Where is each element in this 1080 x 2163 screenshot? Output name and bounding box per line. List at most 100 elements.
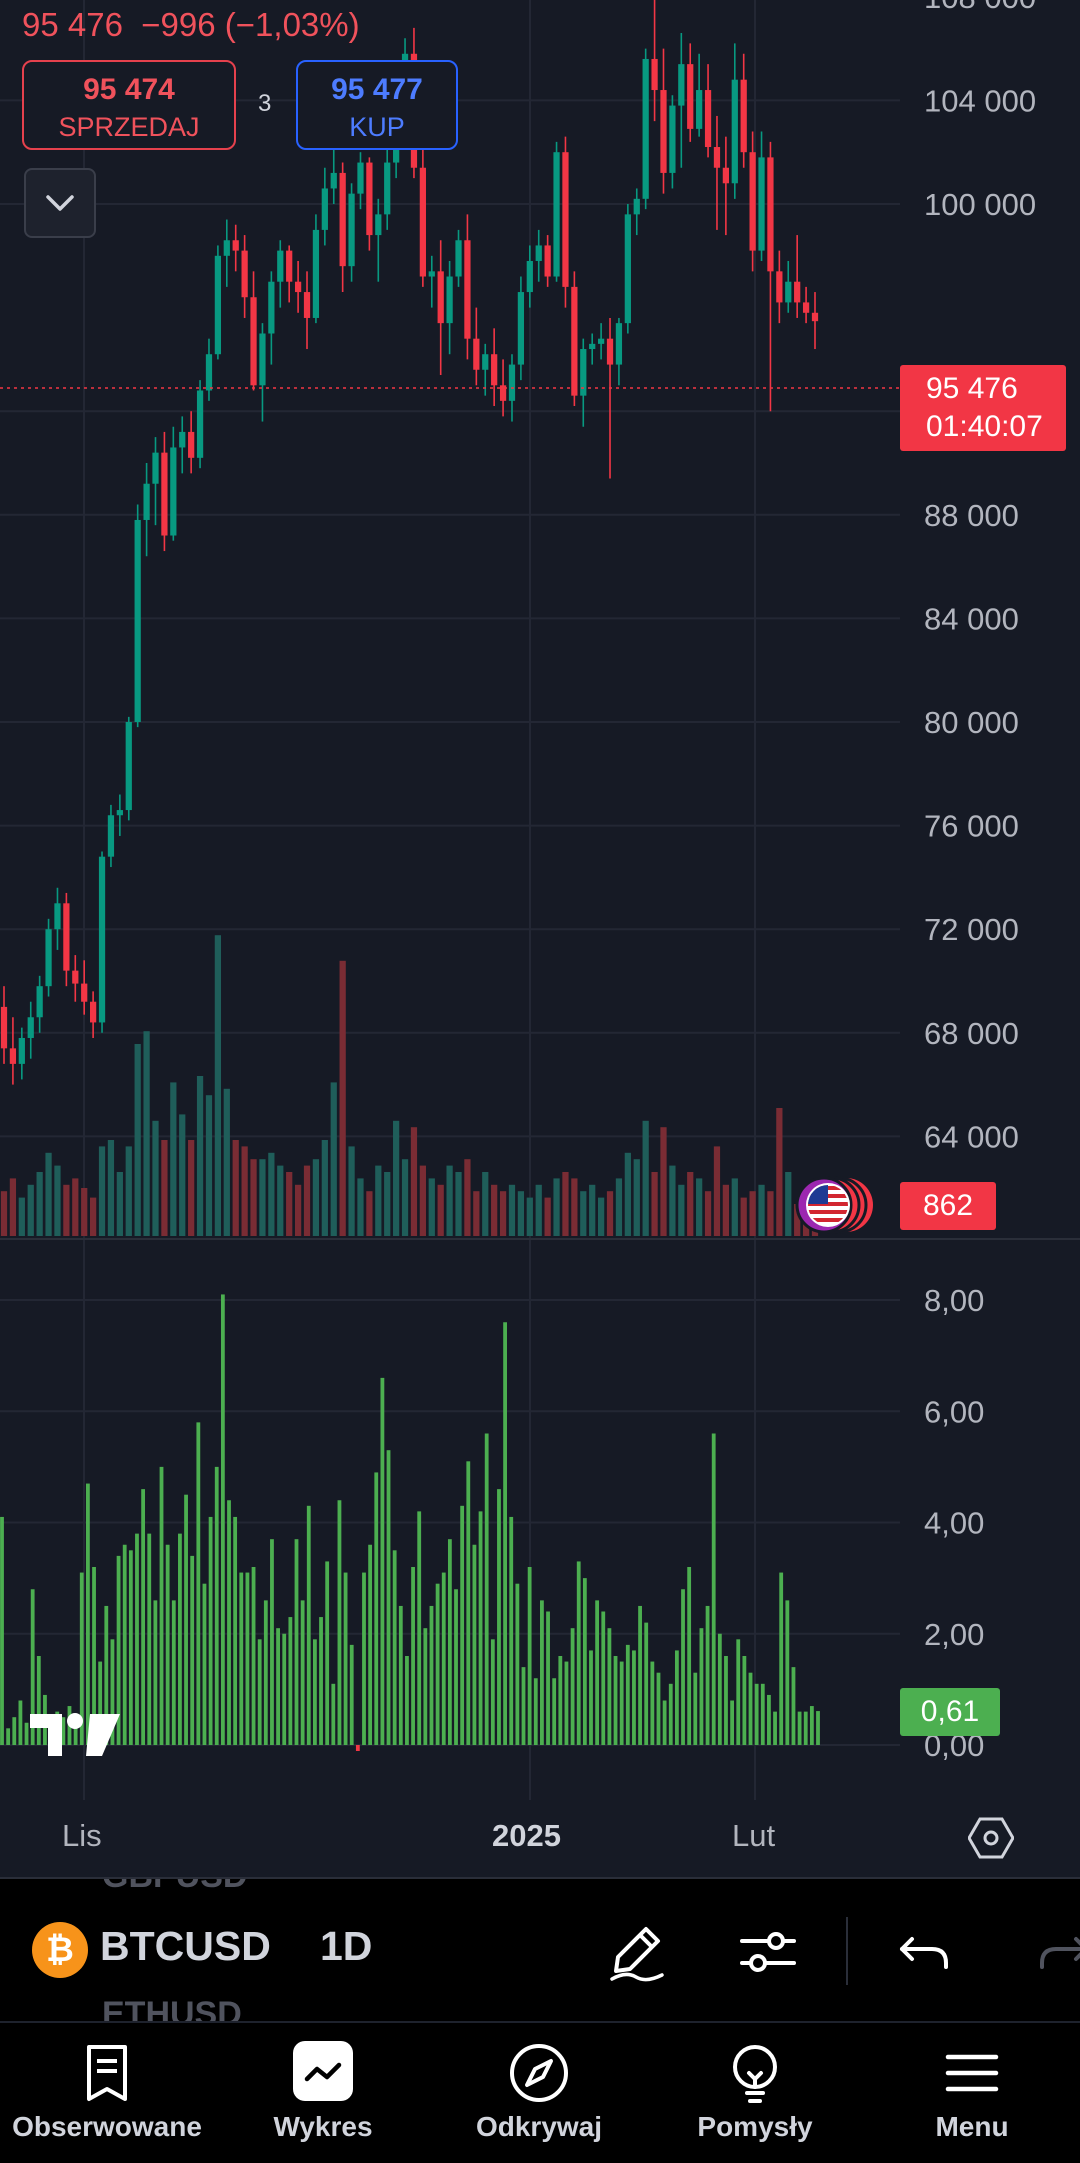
last-price-tag: 95 476 01:40:07 [900, 365, 1066, 451]
nav-watchlist[interactable]: Obserwowane [0, 2023, 214, 2163]
volume-bar [63, 1184, 70, 1236]
indicator-bar [398, 1605, 403, 1745]
indicator-bar [98, 1661, 103, 1745]
indicator-bar [791, 1667, 796, 1745]
indicator-bar [178, 1533, 182, 1745]
buy-button[interactable]: 95 477 KUP [296, 60, 458, 150]
indicator-bar [411, 1567, 415, 1745]
candle-body [45, 929, 52, 987]
indicator-bar [625, 1644, 630, 1745]
candle-body [294, 281, 302, 293]
price-grid [0, 0, 900, 1240]
redo-icon[interactable] [1030, 1919, 1080, 1983]
candle-body [90, 1001, 97, 1023]
time-label-year: 2025 [492, 1818, 561, 1853]
indicator-bar [785, 1600, 790, 1745]
symbol-list-next[interactable]: ETHUSD [102, 1995, 242, 2021]
indicator-bar [454, 1589, 458, 1745]
volume-bar [651, 1172, 658, 1236]
interval-selector[interactable]: 1D [320, 1923, 373, 1969]
volume-bar [553, 1178, 560, 1236]
candle-body [464, 240, 471, 339]
volume-bar [544, 1197, 551, 1236]
indicator-bar [349, 1644, 354, 1745]
candle-body [116, 810, 123, 816]
symbol-list-prev[interactable]: GBPUSD [102, 1879, 247, 1896]
chart-icon [304, 2062, 342, 2082]
indicator-axis-label: 2,00 [924, 1617, 984, 1652]
chart-settings-icon[interactable] [968, 1815, 1014, 1861]
volume-bar [366, 1191, 373, 1236]
candle-body [633, 198, 640, 215]
candle-body [794, 281, 801, 303]
indicator-bar-negative [355, 1745, 360, 1751]
indicator-bar [392, 1550, 397, 1745]
volume-bar [223, 1088, 230, 1236]
us-flag-events-icon[interactable] [784, 1174, 884, 1236]
volume-bar [446, 1165, 453, 1236]
candle-body [811, 312, 819, 322]
volume-bar [731, 1178, 738, 1236]
indicator-axis-label: 6,00 [924, 1394, 984, 1429]
indicator-bar [257, 1639, 262, 1745]
indicator-bar [319, 1617, 323, 1745]
volume-bar [535, 1184, 542, 1236]
nav-watchlist-label: Obserwowane [12, 2111, 202, 2142]
candle-body [330, 172, 337, 189]
undo-icon[interactable] [894, 1919, 958, 1983]
volume-bar [357, 1178, 364, 1236]
volume-bar [785, 1172, 792, 1236]
nav-menu[interactable]: Menu [864, 2023, 1080, 2163]
volume-bar [125, 1146, 132, 1236]
nav-ideas-label: Pomysły [697, 2111, 813, 2142]
drawing-pencil-icon[interactable] [606, 1919, 670, 1983]
candle-body [696, 90, 703, 129]
candle-body [419, 167, 426, 277]
indicator-bar [12, 1717, 17, 1745]
indicator-bar [687, 1567, 692, 1745]
indicator-bar [497, 1489, 501, 1745]
volume-bar [606, 1191, 614, 1236]
candle-body [722, 167, 729, 184]
nav-chart[interactable]: Wykres [214, 2023, 432, 2163]
volume-bar [660, 1127, 667, 1236]
candle-body [0, 1006, 8, 1049]
candle-body [455, 240, 462, 277]
indicator-bar [668, 1683, 673, 1745]
volume-bar [286, 1172, 293, 1236]
nav-ideas[interactable]: Pomysły [646, 2023, 864, 2163]
symbol-selector[interactable]: BTCUSD [100, 1923, 271, 1969]
indicator-bar [711, 1433, 716, 1745]
candle-body [597, 338, 605, 344]
indicator-bar [754, 1683, 759, 1745]
candle-body [72, 970, 79, 984]
candle-body [125, 722, 132, 811]
indicator-bar [251, 1567, 256, 1745]
volume-bar [767, 1191, 774, 1236]
indicators-sliders-icon[interactable] [736, 1919, 800, 1983]
compass-icon [510, 2044, 568, 2102]
volume-bar [437, 1184, 444, 1236]
candle-body [749, 152, 756, 251]
volume-bar [45, 1152, 52, 1236]
candle-body [446, 276, 453, 324]
collapse-legend-button[interactable] [24, 168, 96, 238]
indicator-bar [343, 1572, 348, 1745]
candle-body [437, 271, 444, 324]
tradingview-logo[interactable] [28, 1710, 124, 1760]
sell-button[interactable]: 95 474 SPRZEDAJ [22, 60, 236, 150]
nav-explore[interactable]: Odkrywaj [432, 2023, 646, 2163]
indicator-bar [104, 1605, 109, 1745]
indicator-bar [24, 1722, 29, 1745]
indicator-bar [576, 1561, 581, 1745]
time-axis[interactable]: Lis 2025 Lut [0, 1800, 1080, 1876]
candle-body [517, 292, 525, 365]
candle-body [580, 349, 587, 396]
volume-bar [526, 1197, 533, 1236]
indicator-chart[interactable]: 8,006,004,002,000,00 [0, 1240, 1080, 1840]
volume-bar [205, 1095, 213, 1236]
price-axis-label: 68 000 [924, 1016, 1019, 1051]
volume-bar [277, 1165, 284, 1236]
